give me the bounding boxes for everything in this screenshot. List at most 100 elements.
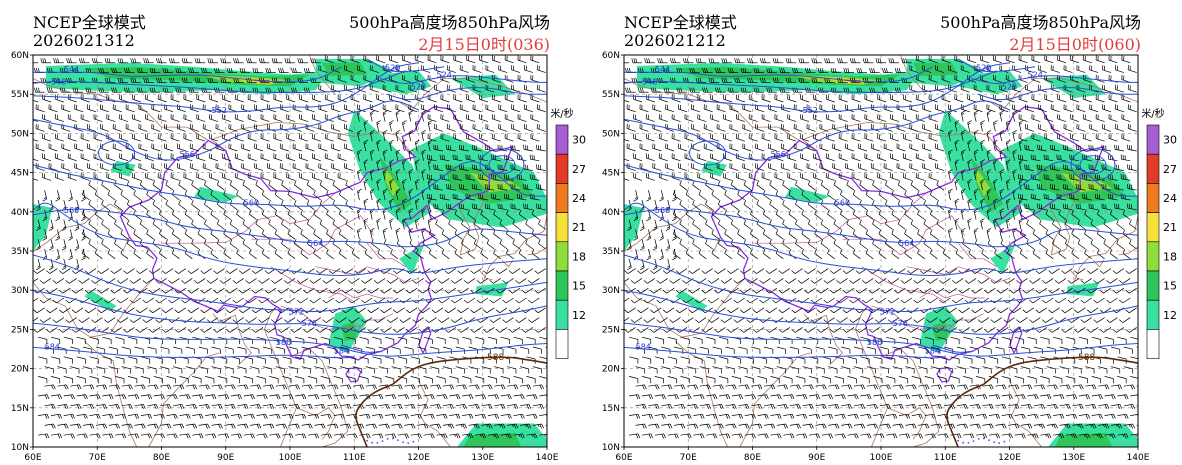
wind-barb-flag: [71, 270, 76, 274]
wind-barb-flag: [166, 424, 170, 429]
wind-barb-flag: [81, 198, 86, 202]
wind-barb-flag: [404, 414, 408, 419]
wind-barb: [372, 336, 382, 340]
wind-barb-flag: [714, 68, 717, 73]
wind-barb: [408, 108, 418, 113]
wind-barb-flag: [693, 87, 696, 93]
wind-barb: [55, 177, 64, 181]
wind-barb: [485, 108, 495, 113]
wind-barb-flag: [691, 87, 694, 93]
wind-barb: [1076, 89, 1086, 93]
wind-barb-flag: [123, 87, 126, 93]
wind-barb: [44, 190, 48, 200]
wind-barb: [120, 253, 129, 260]
wind-barb: [404, 366, 414, 370]
wind-barb: [157, 98, 167, 103]
wind-barb: [236, 278, 244, 284]
wind-barb: [273, 177, 283, 181]
wind-barb-flag: [428, 220, 431, 223]
wind-barb-flag: [260, 58, 263, 63]
wind-barb-flag: [95, 77, 98, 83]
run-time: 2026021312: [33, 31, 135, 50]
wind-barb: [203, 327, 212, 333]
wind-barb-flag: [332, 180, 336, 185]
wind-barb-flag: [322, 280, 327, 284]
wind-barb-flag: [192, 68, 195, 73]
wind-barb-flag: [91, 58, 94, 63]
wind-barb-flag: [450, 280, 455, 284]
wind-barb-flag: [89, 404, 93, 410]
wind-barb: [352, 366, 362, 370]
wind-barb: [525, 243, 534, 250]
wind-barb-flag: [63, 226, 66, 229]
wind-barb-flag: [237, 414, 241, 419]
wind-barb: [511, 69, 521, 73]
wind-barb-flag: [376, 139, 381, 143]
wind-barb-flag: [149, 68, 152, 73]
wind-barb-flag: [294, 68, 297, 73]
wind-barb: [363, 59, 373, 64]
wind-barb-flag: [168, 77, 171, 83]
wind-barb: [466, 198, 476, 201]
contour-line: [33, 70, 406, 94]
wind-barb: [191, 327, 199, 333]
wind-barb: [166, 413, 176, 416]
wind-barb-flag: [56, 196, 60, 200]
wind-barb-flag: [759, 58, 762, 63]
wind-barb-flag: [123, 329, 128, 333]
wind-barb-flag: [395, 110, 401, 114]
wind-barb-flag: [114, 180, 117, 185]
wind-barb-flag: [319, 180, 323, 185]
wind-barb-flag: [410, 424, 414, 429]
wind-barb: [403, 297, 411, 304]
wind-barb: [62, 307, 71, 314]
wind-barb: [260, 157, 270, 162]
wind-barb-flag: [278, 87, 281, 93]
colorbar-label: 12: [572, 309, 586, 322]
wind-barb-flag: [541, 404, 545, 409]
wind-barb-flag: [235, 58, 238, 63]
wind-barb-flag: [117, 384, 120, 390]
wind-barb: [436, 376, 446, 379]
wind-barb: [210, 278, 219, 284]
wind-barb: [525, 223, 534, 230]
wind-barb-flag: [489, 319, 494, 323]
wind-barb-flag: [391, 433, 395, 439]
wind-barb: [114, 223, 122, 230]
wind-barb: [82, 233, 90, 240]
wind-barb-flag: [528, 404, 532, 409]
wind-barb: [325, 59, 334, 64]
wind-barb: [165, 184, 174, 191]
wind-barb: [63, 413, 73, 416]
wind-barb: [82, 194, 90, 201]
field-title: 500hPa高度场850hPa风场: [349, 13, 550, 32]
wind-barb-flag: [136, 329, 141, 333]
wind-barb-flag: [287, 209, 291, 215]
wind-barb: [287, 213, 296, 220]
wind-barb: [414, 201, 418, 210]
wind-barb: [382, 112, 386, 122]
wind-barb: [305, 167, 315, 171]
wind-barb-flag: [430, 394, 433, 400]
wind-barb: [345, 243, 354, 250]
wind-barb-flag: [316, 414, 320, 419]
wind-barb: [479, 118, 489, 122]
wind-barb-flag: [723, 58, 726, 63]
wind-barb: [385, 433, 395, 436]
wind-barb-flag: [378, 414, 382, 419]
wind-barb: [532, 404, 542, 407]
wind-barb: [165, 268, 174, 274]
wind-barb-flag: [374, 423, 377, 429]
wind-barb-flag: [231, 424, 234, 429]
wind-barb: [222, 98, 232, 103]
wind-barb: [365, 404, 375, 407]
wind-barb-flag: [518, 434, 521, 437]
wind-barb: [61, 128, 71, 132]
colorbar-label: 27: [572, 163, 586, 176]
wind-barb-flag: [138, 87, 141, 93]
wind-barb-flag: [149, 433, 153, 439]
wind-barb: [402, 220, 405, 230]
wind-barb-flag: [328, 329, 333, 333]
wind-barb-flag: [200, 414, 204, 419]
wind-barb: [536, 168, 546, 171]
